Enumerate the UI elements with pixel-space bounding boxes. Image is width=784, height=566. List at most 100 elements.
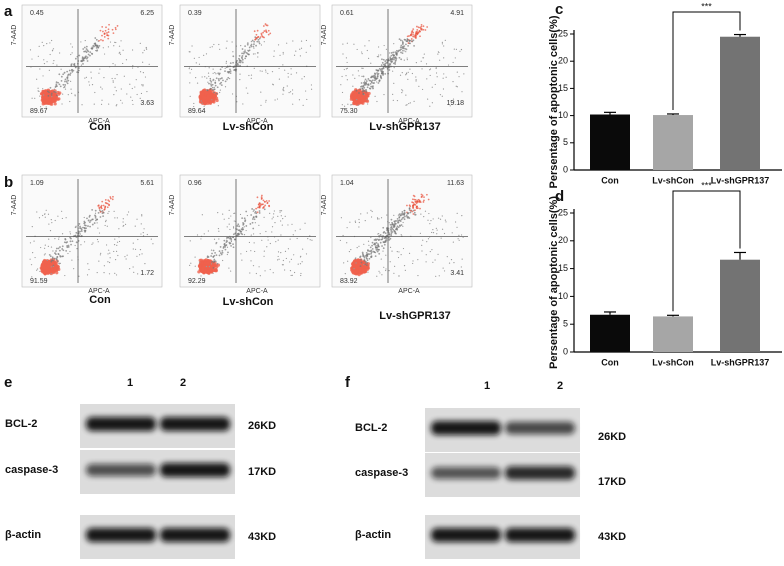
dot [122, 102, 123, 103]
dot [48, 246, 49, 247]
dot [293, 234, 294, 235]
dot [258, 41, 260, 43]
dot [393, 100, 394, 101]
dot [262, 207, 264, 209]
dot [218, 238, 219, 239]
dot [283, 87, 284, 88]
quadrant-value: 91.59 [30, 278, 48, 285]
dot [392, 71, 393, 72]
dot [284, 70, 285, 71]
dot [281, 210, 282, 211]
dot [366, 266, 369, 269]
dot [421, 24, 423, 26]
plot-label: Con [89, 294, 111, 306]
dot [112, 63, 113, 64]
dot [412, 206, 414, 208]
dot [112, 198, 114, 200]
dot [242, 48, 244, 50]
dot [358, 95, 361, 98]
dot [214, 252, 216, 254]
dot [363, 244, 364, 245]
dot [240, 233, 242, 235]
dot [385, 255, 386, 256]
dot [34, 98, 35, 99]
dot [112, 196, 114, 198]
dot [290, 275, 291, 276]
dot [80, 41, 81, 42]
dot [397, 218, 399, 220]
quadrant-value: 1.72 [140, 270, 154, 277]
dot [304, 223, 305, 224]
dot [459, 51, 460, 52]
dot [411, 30, 413, 32]
dot [347, 68, 348, 69]
dot [103, 272, 104, 273]
dot [442, 43, 443, 44]
dot [458, 76, 459, 77]
dot [253, 216, 255, 218]
dot [215, 73, 216, 74]
dot [346, 57, 347, 58]
dot [256, 213, 257, 214]
dot [249, 47, 251, 49]
dot [292, 89, 293, 90]
dot [132, 49, 133, 50]
dot [217, 263, 219, 265]
dot [368, 40, 369, 41]
dot [310, 45, 311, 46]
dot [356, 90, 358, 92]
dot [224, 243, 226, 245]
dot [208, 256, 209, 257]
dot [381, 73, 383, 75]
dot [452, 81, 453, 82]
quadrant-value: 3.63 [140, 100, 154, 107]
dot [458, 238, 459, 239]
dot [216, 77, 218, 79]
dot [246, 87, 247, 88]
dot [263, 25, 265, 27]
dot [426, 63, 427, 64]
dot [406, 73, 407, 74]
dot [76, 248, 77, 249]
dot [215, 261, 216, 262]
dot [462, 259, 463, 260]
dot [102, 210, 104, 212]
dot [383, 59, 385, 61]
dot [218, 105, 219, 106]
dot [69, 251, 70, 252]
dot [421, 194, 423, 196]
dot [295, 230, 296, 231]
dot [414, 214, 415, 215]
dot [443, 57, 444, 58]
dot [405, 51, 406, 52]
dot [213, 92, 215, 94]
dot [53, 91, 55, 93]
dot [105, 225, 106, 226]
dot [110, 198, 112, 200]
dot [371, 245, 373, 247]
dot [360, 259, 362, 261]
dot [100, 254, 101, 255]
dot [59, 250, 61, 252]
dot [152, 243, 153, 244]
dot [205, 91, 208, 94]
dot [32, 226, 33, 227]
dot [251, 74, 252, 75]
dot [105, 221, 106, 222]
dot [366, 80, 368, 82]
dot [236, 225, 238, 227]
dot [299, 49, 300, 50]
dot [267, 73, 268, 74]
dot [116, 251, 117, 252]
dot [370, 63, 371, 64]
dot [84, 217, 85, 218]
panel-letter: c [555, 1, 563, 18]
dot [254, 218, 256, 220]
dot [344, 106, 345, 107]
dot [92, 242, 93, 243]
dot [380, 54, 381, 55]
dot [392, 52, 394, 54]
dot [350, 104, 351, 105]
dot [254, 212, 255, 213]
dot [391, 52, 393, 54]
